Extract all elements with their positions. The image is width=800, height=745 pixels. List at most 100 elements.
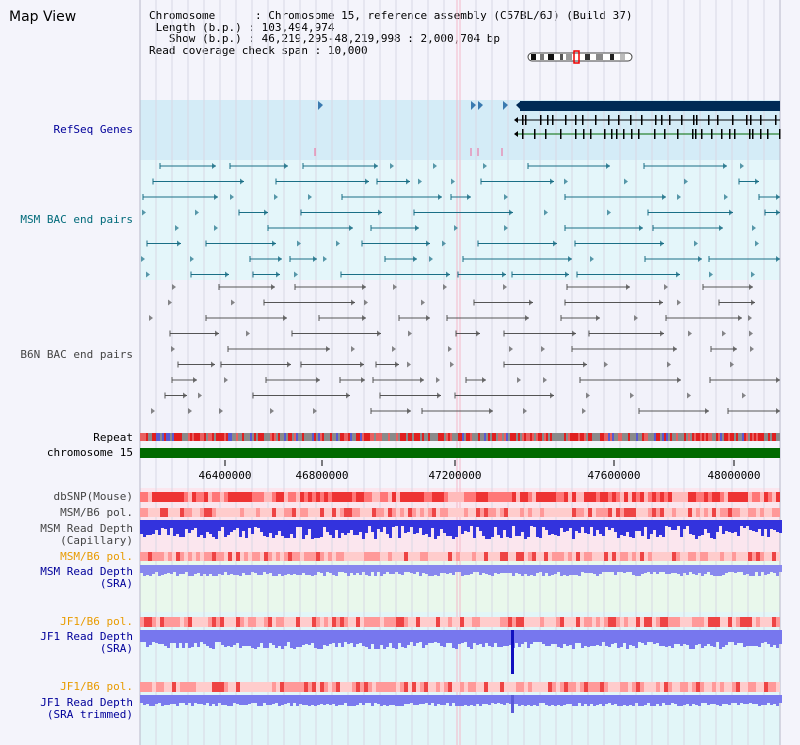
depth-bar [392, 630, 395, 648]
repeat-segment [186, 433, 188, 441]
depth-bar [500, 695, 503, 704]
depth-bar [389, 630, 392, 643]
repeat-segment [624, 433, 626, 441]
track-label-msm-depth-sra[interactable]: MSM Read Depth [40, 565, 133, 578]
heat-cell [632, 682, 636, 692]
heat-cell [736, 508, 740, 517]
repeat-segment [146, 433, 148, 441]
track-label-jf1-depth-trimmed[interactable]: JF1 Read Depth [40, 696, 133, 709]
bac-end [630, 392, 634, 399]
heat-cell [488, 617, 492, 627]
depth-bar [749, 695, 752, 703]
track-label-msm-depth-capillary[interactable]: MSM Read Depth [40, 522, 133, 535]
repeat-segment [408, 433, 410, 441]
exon [677, 129, 679, 139]
bac-end [346, 392, 350, 399]
depth-bar [452, 695, 455, 703]
heat-cell [188, 492, 192, 502]
heat-cell [508, 508, 512, 517]
heat-cell [140, 552, 144, 561]
repeat-segment [662, 433, 664, 441]
repeat-segment [532, 433, 534, 441]
heat-cell [352, 492, 356, 502]
depth-bar [218, 520, 221, 531]
gene-arrow [503, 101, 508, 110]
depth-bar [266, 630, 269, 648]
repeat-segment [520, 433, 522, 441]
depth-bar [734, 520, 737, 532]
heat-cell [768, 492, 772, 502]
track-label-b6n-bac[interactable]: B6N BAC end pairs [20, 348, 133, 361]
heat-cell [560, 492, 564, 502]
repeat-segment [354, 433, 356, 441]
depth-bar [347, 630, 350, 644]
depth-bar [497, 695, 500, 703]
depth-bar [608, 565, 611, 572]
repeat-segment [274, 433, 276, 441]
heat-cell [272, 617, 276, 627]
heat-cell [216, 492, 220, 502]
heat-cell [468, 508, 472, 517]
heat-cell [264, 492, 268, 502]
heat-cell [164, 682, 168, 692]
depth-bar [755, 695, 758, 704]
heat-cell [692, 682, 696, 692]
heat-cell [740, 508, 744, 517]
heat-cell [340, 617, 344, 627]
depth-bar [548, 520, 551, 535]
heat-cell [596, 617, 600, 627]
track-label-chromosome: chromosome 15 [46, 446, 133, 459]
repeat-segment [588, 433, 590, 441]
depth-bar [683, 695, 686, 705]
heat-cell [468, 617, 472, 627]
track-label-refseq-genes[interactable]: RefSeq Genes [53, 123, 133, 136]
track-label-jf1-b6-pol[interactable]: JF1/B6 pol. [60, 615, 133, 628]
heat-cell [720, 552, 724, 561]
repeat-segment [670, 433, 672, 441]
repeat-segment [402, 433, 404, 441]
depth-bar [482, 520, 485, 536]
heat-cell [616, 508, 620, 517]
depth-bar [629, 565, 632, 572]
heat-cell [156, 508, 160, 517]
track-label-jf1-b6-pol-2[interactable]: JF1/B6 pol. [60, 680, 133, 693]
heat-cell [588, 492, 592, 502]
heat-cell [608, 492, 612, 502]
heat-cell [212, 617, 216, 627]
track-label-msm-b6-pol-2[interactable]: MSM/B6 pol. [60, 550, 133, 563]
depth-bar [245, 520, 248, 538]
heat-cell [592, 617, 596, 627]
depth-bar [344, 630, 347, 642]
depth-bar [236, 695, 239, 704]
repeat-segment [306, 433, 308, 441]
depth-bar [575, 630, 578, 643]
depth-bar [569, 520, 572, 528]
heat-cell [356, 492, 360, 502]
track-label-msm-bac[interactable]: MSM BAC end pairs [20, 213, 133, 226]
depth-bar [776, 630, 779, 648]
heat-cell [748, 508, 752, 517]
heat-cell [464, 552, 468, 561]
track-label-dbsnp[interactable]: dbSNP(Mouse) [53, 490, 133, 503]
heat-cell [652, 492, 656, 502]
heat-cell [732, 492, 736, 502]
depth-bar [206, 695, 209, 703]
heat-cell [184, 492, 188, 502]
repeat-segment [314, 433, 316, 441]
heat-cell [656, 682, 660, 692]
heat-cell [576, 492, 580, 502]
depth-bar [488, 565, 491, 575]
heat-cell [232, 508, 236, 517]
depth-bar [779, 695, 782, 703]
track-label-msm-b6-pol[interactable]: MSM/B6 pol. [60, 506, 133, 519]
depth-bar [266, 695, 269, 705]
bac-end [740, 163, 744, 169]
heat-cell [428, 682, 432, 692]
heat-cell [488, 682, 492, 692]
depth-bar [560, 630, 563, 648]
bac-end [750, 346, 754, 352]
depth-bar [701, 695, 704, 703]
track-label-jf1-depth-sra[interactable]: JF1 Read Depth [40, 630, 133, 643]
heat-cell [636, 617, 640, 627]
